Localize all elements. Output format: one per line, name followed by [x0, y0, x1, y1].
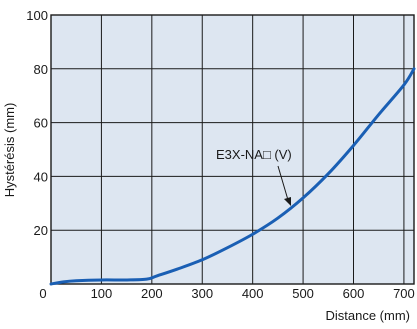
y-tick-label: 80: [34, 62, 48, 77]
grid: [51, 15, 414, 284]
y-tick-label: 60: [34, 116, 48, 131]
x-tick-label: 600: [343, 286, 365, 301]
x-tick-label: 300: [191, 286, 213, 301]
x-tick-labels: 0 100 200 300 400 500 600 700: [39, 286, 414, 301]
y-tick-label: 20: [34, 223, 48, 238]
y-axis-label: Hystérésis (mm): [2, 103, 17, 198]
x-tick-label: 200: [141, 286, 163, 301]
x-tick-label: 0: [39, 286, 46, 301]
y-tick-label: 100: [26, 8, 48, 23]
x-tick-label: 400: [242, 286, 264, 301]
annotation-arrow-line: [277, 165, 289, 201]
x-tick-label: 100: [91, 286, 113, 301]
x-axis-label: Distance (mm): [325, 308, 410, 323]
series-annotation-label: E3X-NA□ (V): [216, 147, 292, 162]
x-tick-label: 700: [393, 286, 415, 301]
y-tick-label: 40: [34, 169, 48, 184]
x-tick-label: 500: [292, 286, 314, 301]
annotation-arrow-head: [284, 197, 291, 206]
series-line: [49, 67, 416, 286]
y-tick-labels: 20 40 60 80 100: [26, 8, 48, 238]
series-layer: [49, 67, 416, 286]
